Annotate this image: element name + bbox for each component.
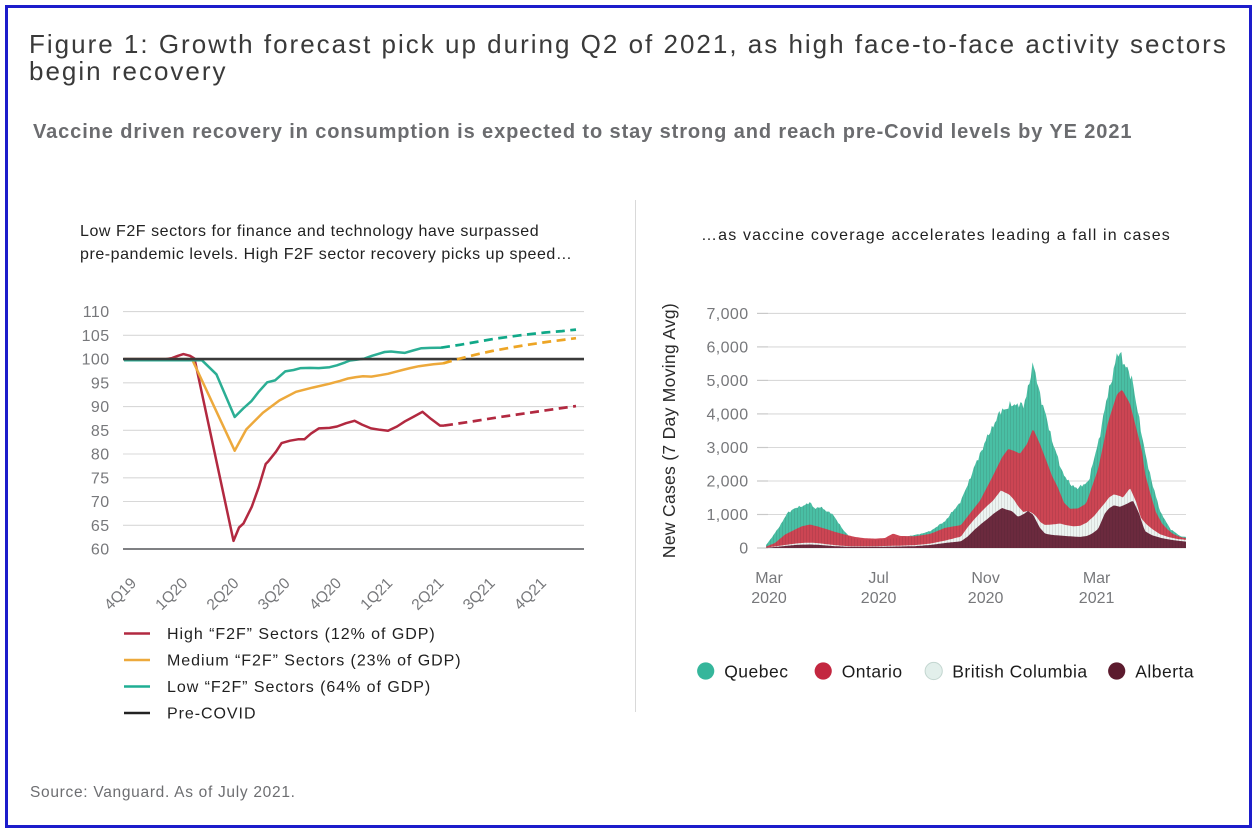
svg-text:Ontario: Ontario [842, 662, 903, 682]
svg-text:2020: 2020 [968, 590, 1004, 607]
svg-text:Quebec: Quebec [724, 662, 788, 682]
svg-text:60: 60 [91, 542, 110, 559]
svg-text:2,000: 2,000 [706, 474, 748, 491]
svg-text:Nov: Nov [971, 570, 999, 587]
svg-text:High “F2F” Sectors (12% of GDP: High “F2F” Sectors (12% of GDP) [167, 626, 436, 643]
svg-text:Pre-COVID: Pre-COVID [167, 706, 256, 723]
svg-text:Jul: Jul [868, 570, 888, 587]
svg-text:7,000: 7,000 [706, 306, 748, 323]
svg-text:New Cases (7 Day Moving Avg): New Cases (7 Day Moving Avg) [659, 303, 679, 558]
svg-text:British Columbia: British Columbia [952, 662, 1087, 682]
svg-text:95: 95 [91, 375, 110, 392]
svg-text:2020: 2020 [751, 590, 787, 607]
svg-text:2021: 2021 [1079, 590, 1115, 607]
svg-text:4Q20: 4Q20 [306, 575, 345, 614]
svg-text:4Q21: 4Q21 [511, 575, 550, 614]
svg-text:85: 85 [91, 423, 110, 440]
svg-text:2020: 2020 [861, 590, 897, 607]
svg-text:3,000: 3,000 [706, 440, 748, 457]
svg-text:2Q20: 2Q20 [204, 575, 243, 614]
svg-text:3Q20: 3Q20 [255, 575, 294, 614]
svg-text:4Q19: 4Q19 [101, 575, 140, 614]
svg-text:75: 75 [91, 470, 110, 487]
svg-text:Alberta: Alberta [1135, 662, 1194, 682]
svg-text:110: 110 [83, 304, 110, 321]
svg-text:Mar: Mar [1083, 570, 1111, 587]
svg-text:90: 90 [91, 399, 110, 416]
svg-text:80: 80 [91, 447, 110, 464]
svg-text:2Q21: 2Q21 [409, 575, 448, 614]
svg-text:4,000: 4,000 [706, 406, 748, 423]
svg-text:100: 100 [82, 352, 110, 369]
svg-text:1Q21: 1Q21 [357, 575, 396, 614]
svg-text:Medium “F2F” Sectors (23% of G: Medium “F2F” Sectors (23% of GDP) [167, 653, 462, 670]
svg-text:5,000: 5,000 [706, 373, 748, 390]
svg-text:0: 0 [739, 541, 748, 558]
svg-text:Mar: Mar [755, 570, 783, 587]
svg-text:65: 65 [91, 518, 110, 535]
svg-text:70: 70 [91, 494, 110, 511]
svg-text:105: 105 [82, 328, 110, 345]
svg-text:Low “F2F” Sectors (64% of GDP): Low “F2F” Sectors (64% of GDP) [167, 679, 431, 696]
svg-text:1,000: 1,000 [706, 507, 748, 524]
svg-text:3Q21: 3Q21 [460, 575, 499, 614]
svg-text:1Q20: 1Q20 [152, 575, 191, 614]
svg-text:6,000: 6,000 [706, 339, 748, 356]
